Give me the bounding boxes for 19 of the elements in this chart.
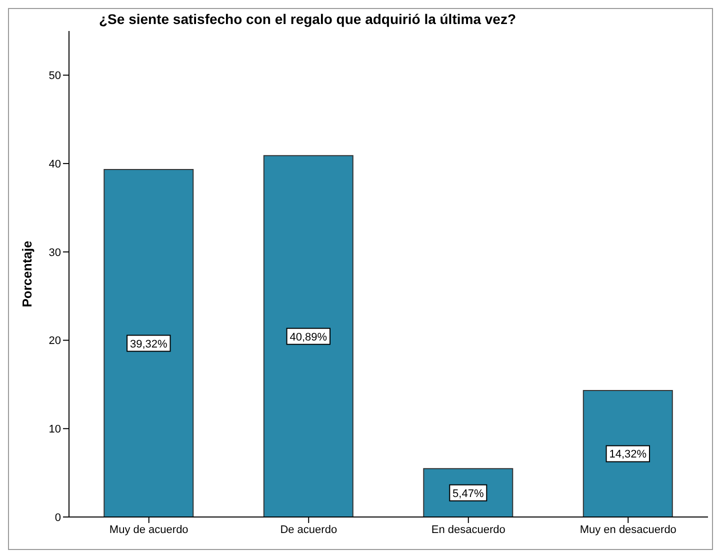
y-tick-label: 0 [54, 512, 61, 524]
bar [104, 169, 194, 517]
y-tick-label: 30 [48, 246, 61, 259]
bar [263, 155, 354, 517]
data-label: 40,89% [290, 331, 328, 344]
y-tick-label: 10 [48, 424, 61, 436]
x-tick-label: En desacuerdo [431, 524, 506, 536]
bar [582, 390, 673, 517]
y-tick-label: 50 [48, 70, 61, 82]
y-tick-label: 20 [48, 335, 61, 348]
y-tick-label: 40 [48, 158, 61, 170]
data-label: 14,32% [609, 448, 647, 461]
data-label: 39,32% [130, 338, 168, 350]
y-axis-title: Porcentaje [20, 240, 35, 308]
x-tick-label: De acuerdo [280, 524, 338, 536]
data-label: 5,47% [452, 488, 484, 500]
x-tick-label: Muy en desacuerdo [580, 524, 676, 536]
x-tick-label: Muy de acuerdo [109, 524, 188, 536]
chart-title: ¿Se siente satisfecho con el regalo que adquirió la última vez? [99, 11, 516, 27]
